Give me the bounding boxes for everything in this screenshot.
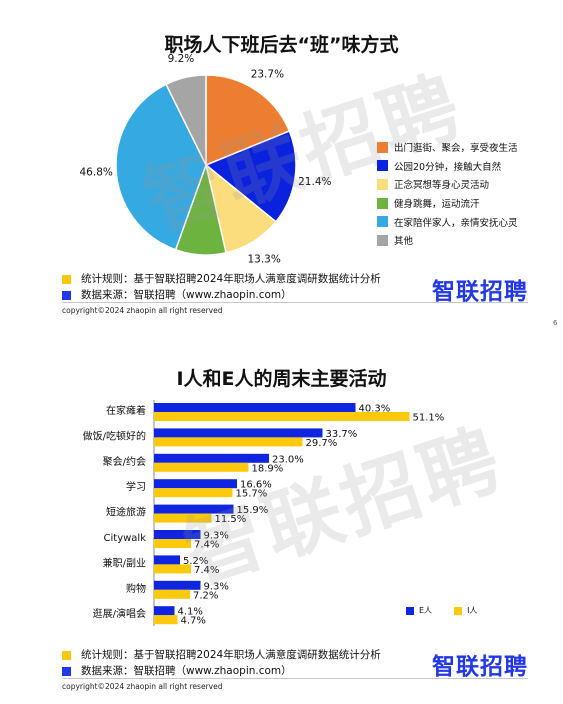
pie-legend-item: 公园20分钟，接触大自然 (377, 157, 518, 176)
bar-value-label: 51.1% (413, 413, 445, 424)
note-source-2: 数据来源：智联招聘（www.zhaopin.com） (81, 665, 292, 677)
note-rule-marker-2 (62, 650, 71, 660)
pie-legend-label: 健身跳舞，运动流汗 (394, 199, 480, 211)
pie-legend-label: 在家陪伴家人，亲情安抚心灵 (394, 217, 518, 229)
bar-value-label: 9.3% (204, 581, 229, 592)
bar-value-label: 40.3% (359, 404, 391, 415)
pie-legend-swatch (377, 141, 388, 153)
category-label: 学习 (126, 480, 146, 493)
bar-e (154, 555, 180, 565)
pie-legend-item: 出门逛街、聚会，享受夜生活 (377, 138, 518, 157)
bar-value-label: 15.9% (237, 505, 269, 516)
pie-chart: 23.7%21.4%13.3%11.4%46.8%9.2% (80, 53, 332, 270)
pie-legend-label: 正念冥想等身心灵活动 (394, 180, 490, 192)
bar-value-label: 7.4% (194, 565, 219, 576)
pie-slice-label: 21.4% (298, 176, 331, 188)
legend-e: E人 (406, 605, 432, 616)
bar-value-label: 7.2% (193, 590, 218, 601)
note-rule: 统计规则：基于智联招聘2024年职场人满意度调研数据统计分析 (81, 273, 381, 285)
note-source-marker-2 (62, 666, 71, 676)
bar-legend: E人 I人 (406, 605, 477, 616)
pie-legend-swatch (377, 234, 388, 246)
pie-legend-item: 正念冥想等身心灵活动 (377, 175, 518, 194)
note-source-marker (62, 290, 71, 300)
category-label: 聚会/约会 (103, 455, 146, 468)
bar-value-label: 16.6% (240, 480, 272, 491)
pie-slice (165, 74, 207, 166)
divider (62, 302, 528, 303)
pie-chart-title: 职场人下班后去“班”味方式 (164, 34, 399, 56)
bar-value-label: 11.5% (215, 514, 247, 525)
pie-legend-swatch (377, 216, 388, 228)
pie-slice-label: 46.8% (80, 166, 113, 178)
bar-e (154, 580, 201, 590)
bar-e (154, 453, 269, 463)
pie-chart-panel: 职场人下班后去“班”味方式 23.7%21.4%13.3%11.4%46.8%9… (0, 0, 563, 320)
pie-slice (204, 130, 297, 223)
category-label: 购物 (126, 582, 146, 595)
pie-legend-label: 公园20分钟，接触大自然 (394, 161, 502, 173)
pie-slice (205, 74, 291, 167)
category-label: Citywalk (104, 533, 147, 544)
bar-e (154, 479, 237, 489)
pie-legend-label: 出门逛街、聚会，享受夜生活 (394, 143, 518, 155)
category-label: 短途旅游 (106, 506, 146, 519)
copyright-2: copyright©2024 zhaopin all right reserve… (62, 682, 223, 691)
note-source: 数据来源：智联招聘（www.zhaopin.com） (81, 289, 292, 301)
note-rule-2: 统计规则：基于智联招聘2024年职场人满意度调研数据统计分析 (81, 649, 381, 661)
bar-e (154, 606, 175, 616)
pie-legend-item: 健身跳舞，运动流汗 (377, 194, 518, 213)
bar-value-label: 15.7% (236, 489, 268, 500)
pie-legend-item: 在家陪伴家人，亲情安抚心灵 (377, 212, 518, 231)
bar-i (154, 488, 233, 498)
pie-slice-label: 13.3% (247, 253, 280, 265)
pie-legend-swatch (377, 160, 388, 172)
category-label: 做饭/吃顿好的 (83, 429, 146, 442)
category-label: 在家瘫着 (106, 404, 146, 417)
bar-value-label: 7.4% (194, 540, 219, 551)
brand-logo-2: 智联招聘 (432, 654, 528, 680)
bar-value-label: 4.7% (181, 616, 206, 627)
pie-slice-label: 23.7% (251, 69, 284, 81)
copyright: copyright©2024 zhaopin all right reserve… (62, 306, 223, 315)
pie-legend-item: 其他 (377, 231, 518, 250)
pie-legend-label: 其他 (394, 236, 414, 248)
bar-chart-panel: I人和E人的周末主要活动 在家瘫着 40.3% 51.1% 做饭/吃顿好的 33.7% 2… (0, 350, 563, 704)
legend-i: I人 (454, 605, 477, 616)
category-label: 逛展/演唱会 (93, 607, 146, 620)
bar-value-label: 4.1% (178, 607, 203, 618)
bar-value-label: 5.2% (183, 556, 208, 567)
note-rule-marker (62, 274, 71, 284)
bar-value-label: 9.3% (204, 531, 229, 542)
bar-i (154, 437, 303, 447)
bar-value-label: 29.7% (306, 438, 338, 449)
bar-e (154, 530, 201, 539)
bar-e (154, 403, 356, 412)
bar-value-label: 18.9% (252, 463, 284, 474)
notes-2: 统计规则：基于智联招聘2024年职场人满意度调研数据统计分析 数据来源：智联招聘… (62, 647, 381, 679)
pie-legend-swatch (377, 197, 388, 209)
bar-i (154, 513, 212, 523)
bar-i (154, 462, 249, 472)
pie-legend: 出门逛街、聚会，享受夜生活 公园20分钟，接触大自然 正念冥想等身心灵活动 健身跳舞，… (377, 138, 518, 250)
brand-logo: 智联招聘 (432, 279, 528, 305)
bar-e (154, 504, 234, 514)
category-label: 兼职/副业 (103, 556, 146, 569)
bar-chart: 在家瘫着 40.3% 51.1% 做饭/吃顿好的 33.7%29.7% 聚会/约会 23.0… (83, 400, 445, 627)
bar-value-label: 33.7% (326, 429, 358, 440)
bar-i (154, 539, 191, 548)
pie-legend-swatch (377, 178, 388, 190)
bar-chart-title: I人和E人的周末主要活动 (176, 368, 387, 390)
bar-value-label: 23.0% (272, 454, 304, 465)
bar-i (154, 564, 191, 574)
edge-mark: 6 (553, 319, 558, 327)
bar-i (154, 615, 178, 625)
bar-i (154, 412, 410, 421)
bar-i (154, 589, 190, 599)
bar-e (154, 428, 323, 438)
pie-slice (115, 83, 207, 251)
notes: 统计规则：基于智联招聘2024年职场人满意度调研数据统计分析 数据来源：智联招聘… (62, 271, 381, 303)
pie-slice-label: 9.2% (168, 53, 195, 65)
divider-2 (62, 678, 528, 679)
